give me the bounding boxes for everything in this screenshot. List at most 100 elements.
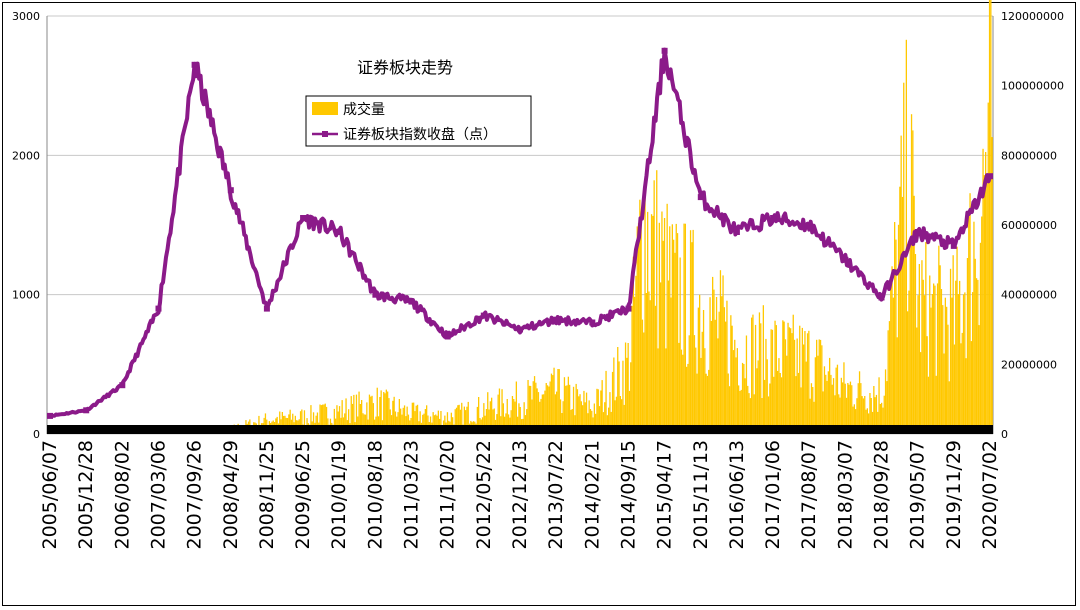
volume-bar xyxy=(353,394,355,434)
x-tick-label: 2011/10/20 xyxy=(437,440,459,550)
volume-bar xyxy=(697,307,699,434)
volume-bar xyxy=(866,408,868,434)
volume-bar xyxy=(827,371,829,434)
volume-bar xyxy=(740,389,742,434)
volume-bar xyxy=(379,397,381,434)
volume-bar xyxy=(541,394,543,434)
volume-bar xyxy=(299,411,302,434)
index-point xyxy=(914,229,921,235)
volume-bar xyxy=(791,333,793,434)
volume-bar xyxy=(956,246,958,434)
volume-bar xyxy=(640,213,642,434)
volume-bar xyxy=(606,415,608,434)
volume-bar xyxy=(784,339,787,434)
x-tick-label: 2020/07/02 xyxy=(979,440,1001,550)
volume-bar xyxy=(879,404,881,434)
volume-bar xyxy=(312,412,315,434)
volume-bar xyxy=(423,413,425,434)
volume-bar xyxy=(376,387,378,434)
x-axis-ticks: 2005/06/07 2005/12/28 2006/08/02 2007/03/06… xyxy=(39,440,1001,550)
index-point xyxy=(987,173,993,180)
volume-bar xyxy=(579,394,581,434)
volume-bar xyxy=(544,390,546,434)
volume-bar xyxy=(419,411,421,434)
volume-bar xyxy=(641,319,644,434)
volume-bar xyxy=(440,411,442,434)
right-tick-label: 80000000 xyxy=(1001,149,1057,162)
volume-bar xyxy=(649,300,651,434)
volume-bar xyxy=(582,405,584,434)
volume-bar xyxy=(355,394,358,434)
volume-bar xyxy=(402,407,404,434)
x-tick-label: 2013/07/22 xyxy=(545,440,567,550)
volume-bar xyxy=(842,382,844,434)
volume-bar xyxy=(562,401,564,434)
volume-bar xyxy=(873,386,875,434)
volume-bar xyxy=(565,385,567,434)
volume-bar xyxy=(752,314,754,434)
volume-bar xyxy=(965,358,967,434)
volume-bar xyxy=(389,409,391,434)
volume-bar xyxy=(337,411,339,434)
volume-bar xyxy=(817,355,819,434)
x-tick-label: 2017/08/07 xyxy=(798,440,820,550)
volume-bar xyxy=(748,393,750,434)
volume-bar xyxy=(771,329,774,434)
volume-bar xyxy=(948,381,950,434)
index-point xyxy=(661,47,668,54)
volume-bar xyxy=(779,373,781,434)
volume-bar xyxy=(523,402,525,434)
volume-bar xyxy=(912,130,914,434)
volume-bar xyxy=(611,371,614,434)
right-axis-ticks: 0 20000000 40000000 60000000 80000000 1000000… xyxy=(1001,10,1064,441)
volume-bar xyxy=(315,415,317,434)
volume-bar xyxy=(572,386,575,434)
volume-bar xyxy=(836,364,839,434)
volume-bar xyxy=(899,186,901,434)
volume-bar xyxy=(940,289,943,434)
volume-bar xyxy=(435,414,437,434)
volume-bar xyxy=(605,370,607,434)
volume-bar xyxy=(795,376,797,434)
volume-bar xyxy=(959,280,961,434)
volume-bar xyxy=(766,359,768,434)
volume-bar xyxy=(371,395,373,434)
volume-bar xyxy=(955,280,957,434)
volume-bar xyxy=(761,398,763,434)
volume-bar xyxy=(615,396,618,434)
volume-bar xyxy=(634,296,636,434)
index-point xyxy=(697,194,704,201)
volume-bar xyxy=(294,415,296,434)
volume-bar xyxy=(383,392,385,434)
volume-bar xyxy=(860,383,862,434)
volume-bar xyxy=(591,410,593,434)
volume-bar xyxy=(804,331,806,434)
volume-bar xyxy=(518,403,520,434)
volume-bar xyxy=(717,338,719,434)
volume-bar xyxy=(283,415,285,434)
volume-bar xyxy=(758,312,761,434)
volume-bar xyxy=(657,348,659,434)
volume-bar xyxy=(563,377,566,434)
volume-bar xyxy=(721,296,723,434)
volume-bar xyxy=(847,383,849,434)
volume-bar xyxy=(875,394,878,434)
volume-bar xyxy=(964,292,966,434)
volume-bar xyxy=(493,408,495,434)
volume-bar xyxy=(437,410,439,434)
index-point xyxy=(227,187,234,194)
volume-bar xyxy=(966,258,969,434)
volume-bar xyxy=(533,376,536,434)
volume-bar xyxy=(628,390,631,434)
volume-bar xyxy=(485,409,488,434)
volume-bar xyxy=(978,325,980,434)
volume-bar xyxy=(826,380,828,434)
volume-bar xyxy=(550,373,553,434)
volume-bar xyxy=(918,264,920,434)
volume-bar xyxy=(988,0,991,435)
volume-bar xyxy=(757,360,759,434)
volume-bar xyxy=(961,332,963,434)
volume-bar xyxy=(856,398,858,434)
